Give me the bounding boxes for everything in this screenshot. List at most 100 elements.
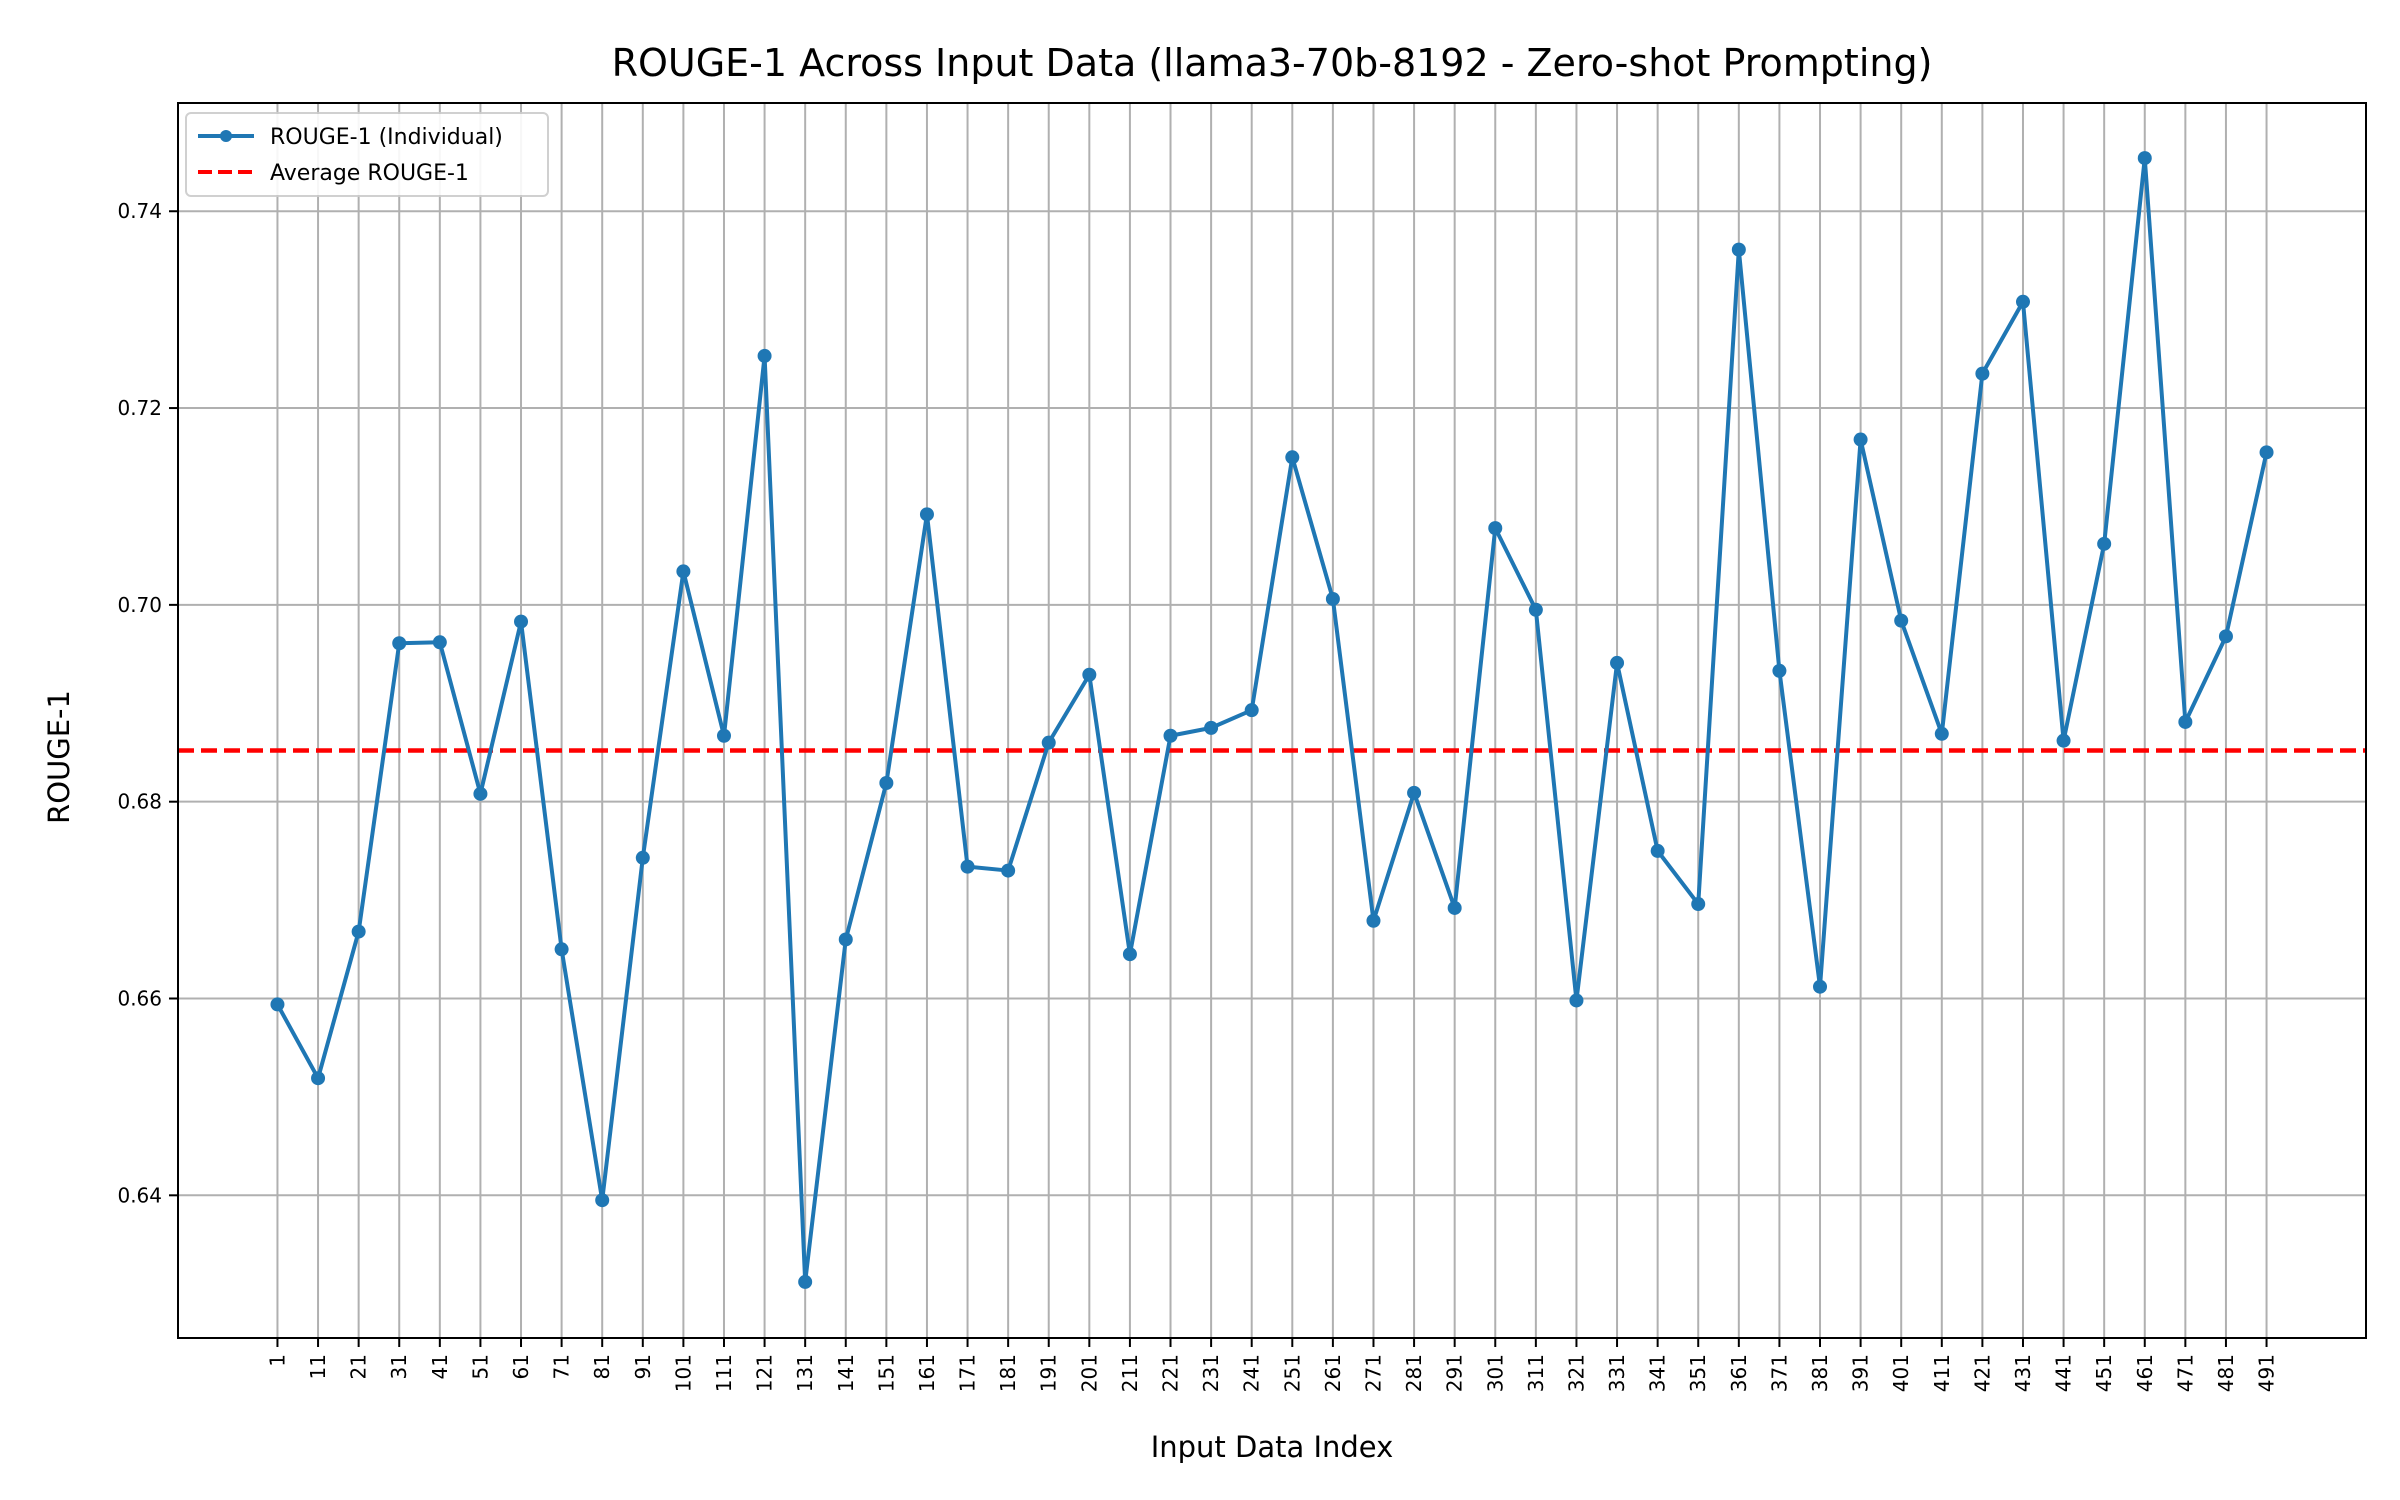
x-tick-label: 351	[1686, 1354, 1710, 1392]
x-tick-label: 131	[793, 1354, 817, 1392]
x-tick-label: 221	[1159, 1354, 1183, 1392]
data-point	[432, 635, 447, 650]
x-tick-label: 41	[428, 1354, 452, 1379]
x-tick-label: 421	[1970, 1354, 1994, 1392]
data-point	[1610, 655, 1625, 670]
chart-title: ROUGE-1 Across Input Data (llama3-70b-81…	[612, 41, 1933, 85]
series-layer	[270, 151, 2274, 1289]
x-tick-label: 471	[2173, 1354, 2197, 1392]
x-tick-label: 211	[1118, 1354, 1142, 1392]
x-tick-label: 21	[347, 1354, 371, 1379]
x-tick-label: 201	[1077, 1354, 1101, 1392]
x-tick-label: 401	[1889, 1354, 1913, 1392]
plot-frame	[177, 102, 2367, 1339]
x-tick-label: 11	[306, 1354, 330, 1379]
x-tick-label: 451	[2092, 1354, 2116, 1392]
x-tick-label: 241	[1240, 1354, 1264, 1392]
x-tick-label: 311	[1524, 1354, 1548, 1392]
x-tick-label: 71	[550, 1354, 574, 1379]
x-tick-label: 281	[1402, 1354, 1426, 1392]
data-point	[351, 924, 366, 939]
data-point	[2259, 445, 2274, 460]
data-point	[1204, 720, 1219, 735]
x-tick-label: 161	[915, 1354, 939, 1392]
x-tick-label: 51	[468, 1354, 492, 1379]
data-point	[1731, 242, 1746, 257]
data-point	[960, 859, 975, 874]
series-line-individual	[275, 156, 2269, 1284]
data-point	[1934, 726, 1949, 741]
x-tick-label: 101	[671, 1354, 695, 1392]
data-point	[1366, 913, 1381, 928]
data-point	[270, 997, 285, 1012]
tick-labels: 1 11 21 31 41 51 61 71 81 91 101 111 121 131 141 151 161…	[117, 199, 2278, 1392]
x-tick-label: 61	[509, 1354, 533, 1379]
x-tick-label: 441	[2052, 1354, 2076, 1392]
y-tick-label: 0.74	[117, 199, 162, 223]
x-tick-label: 371	[1767, 1354, 1791, 1392]
data-point	[473, 786, 488, 801]
data-point	[1001, 863, 1016, 878]
x-tick-label: 381	[1808, 1354, 1832, 1392]
data-point	[1853, 432, 1868, 447]
data-point	[1813, 979, 1828, 994]
y-axis-label: ROUGE-1	[42, 690, 76, 824]
y-tick-label: 0.66	[117, 986, 162, 1010]
data-point	[1285, 450, 1300, 465]
data-point	[1447, 900, 1462, 915]
data-point	[392, 636, 407, 651]
data-point	[2137, 151, 2152, 166]
data-point	[1975, 366, 1990, 381]
legend-marker-individual	[220, 130, 232, 142]
data-point	[716, 728, 731, 743]
data-point	[1772, 663, 1787, 678]
x-tick-label: 481	[2214, 1354, 2238, 1392]
grid-lines	[178, 103, 2366, 1338]
legend-label-average: Average ROUGE-1	[270, 161, 469, 186]
legend: ROUGE-1 (Individual) Average ROUGE-1	[185, 112, 549, 197]
x-tick-label: 171	[956, 1354, 980, 1392]
data-point	[1488, 521, 1503, 536]
data-point	[757, 348, 772, 363]
data-point	[595, 1193, 610, 1208]
data-point	[1650, 843, 1665, 858]
x-tick-label: 81	[590, 1354, 614, 1379]
x-tick-label: 341	[1646, 1354, 1670, 1392]
data-point	[798, 1274, 813, 1289]
y-tick-label: 0.70	[117, 593, 162, 617]
x-tick-label: 91	[631, 1354, 655, 1379]
data-point	[1569, 993, 1584, 1008]
y-tick-label: 0.72	[117, 396, 162, 420]
x-tick-label: 331	[1605, 1354, 1629, 1392]
data-point	[1041, 735, 1056, 750]
x-tick-label: 491	[2255, 1354, 2279, 1392]
data-point	[1407, 785, 1422, 800]
data-point	[1122, 947, 1137, 962]
data-point	[919, 507, 934, 522]
x-tick-label: 151	[874, 1354, 898, 1392]
y-tick-label: 0.64	[117, 1183, 162, 1207]
x-tick-label: 231	[1199, 1354, 1223, 1392]
data-point	[1082, 667, 1097, 682]
x-tick-label: 271	[1361, 1354, 1385, 1392]
data-point	[2178, 714, 2193, 729]
x-tick-label: 291	[1443, 1354, 1467, 1392]
x-tick-label: 361	[1727, 1354, 1751, 1392]
data-point	[2097, 536, 2112, 551]
data-point	[2218, 629, 2233, 644]
x-tick-label: 461	[2133, 1354, 2157, 1392]
x-tick-label: 1	[265, 1354, 289, 1367]
data-point	[1163, 728, 1178, 743]
x-tick-label: 141	[834, 1354, 858, 1392]
tick-marks	[169, 210, 2268, 1347]
y-tick-label: 0.68	[117, 790, 162, 814]
data-point	[311, 1071, 326, 1086]
data-point	[879, 775, 894, 790]
x-tick-label: 261	[1321, 1354, 1345, 1392]
x-tick-label: 391	[1849, 1354, 1873, 1392]
x-tick-label: 121	[753, 1354, 777, 1392]
data-point	[1528, 602, 1543, 617]
x-tick-label: 431	[2011, 1354, 2035, 1392]
